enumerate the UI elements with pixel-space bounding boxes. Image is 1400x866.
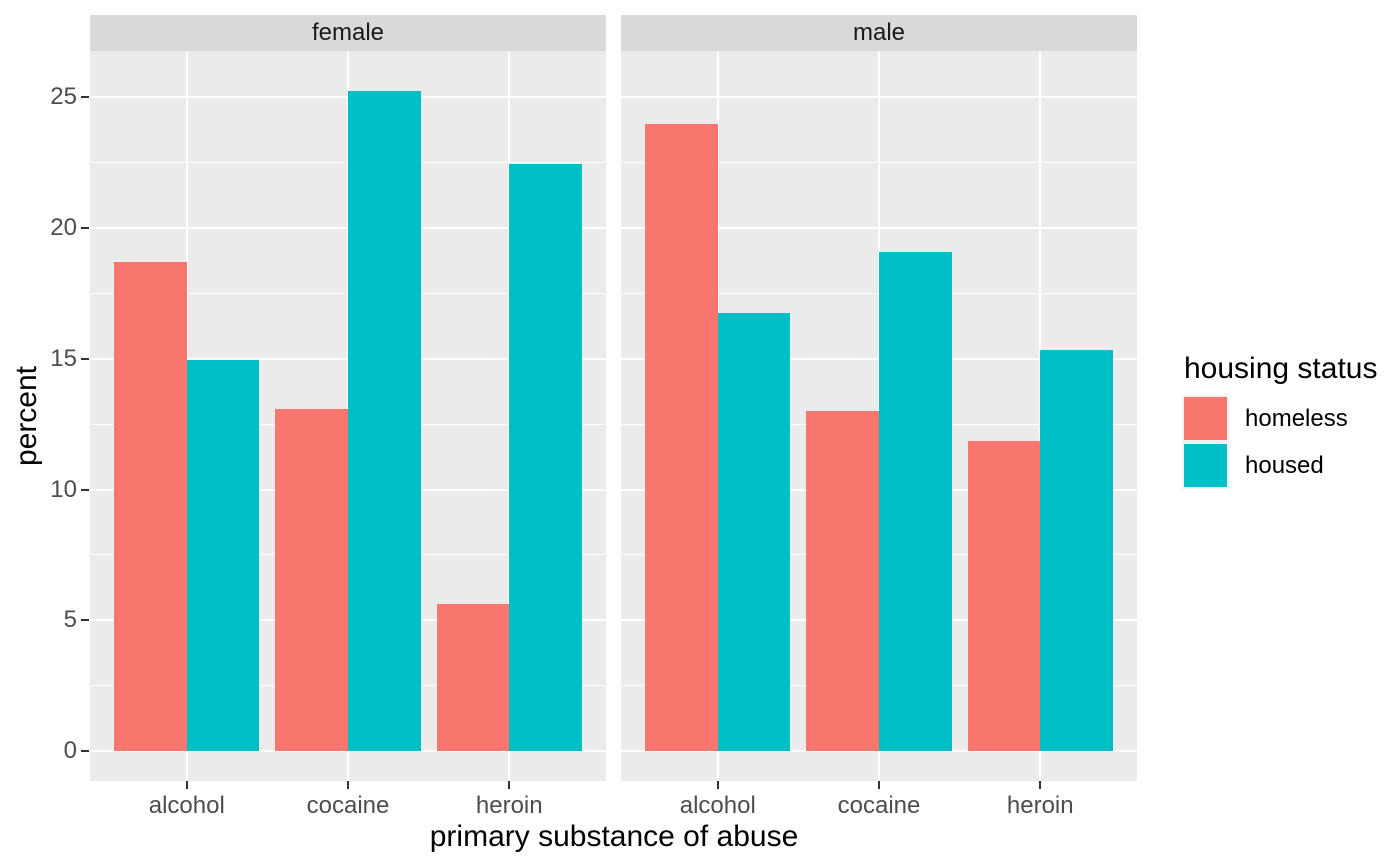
x-axis-title: primary substance of abuse: [429, 820, 799, 853]
legend-label: homeless: [1245, 404, 1348, 432]
bar-female-alcohol-homeless: [114, 262, 187, 751]
y-tick-label: 20: [50, 214, 77, 241]
bar-male-cocaine-homeless: [806, 410, 879, 751]
legend-item-homeless: homeless: [1184, 397, 1400, 440]
legend-label: housed: [1245, 451, 1324, 479]
y-tick-mark: [81, 357, 89, 360]
y-tick-mark: [81, 96, 89, 99]
bar-female-alcohol-housed: [186, 360, 260, 751]
legend: housing status homeless housed: [1184, 352, 1400, 491]
y-tick-mark: [81, 619, 89, 622]
y-axis-title: percent: [10, 365, 43, 467]
x-tick-mark: [716, 781, 719, 789]
legend-items: homeless housed: [1184, 397, 1400, 487]
facet-panel-male: [621, 51, 1137, 781]
bar-male-cocaine-housed: [879, 252, 952, 751]
legend-item-housed: housed: [1184, 444, 1400, 487]
legend-swatch-housed: [1184, 444, 1227, 487]
x-tick-label: cocaine: [306, 792, 390, 819]
facet-strip-male: male: [621, 15, 1137, 51]
y-tick-mark: [81, 227, 89, 229]
bar-female-heroin-homeless: [436, 604, 510, 751]
y-tick-label: 5: [63, 606, 77, 634]
bar-female-cocaine-homeless: [275, 408, 348, 751]
legend-title: housing status: [1184, 352, 1378, 385]
x-tick-mark: [185, 781, 188, 789]
bar-female-heroin-housed: [509, 164, 582, 751]
facet-panel-female: [90, 51, 606, 781]
x-tick-label: heroin: [1006, 792, 1074, 819]
bar-male-heroin-housed: [1040, 350, 1113, 751]
x-tick-mark: [1039, 781, 1042, 789]
x-tick-mark: [347, 781, 349, 789]
x-tick-mark: [878, 781, 880, 789]
y-tick-label: 15: [50, 344, 77, 372]
y-tick-label: 10: [50, 475, 77, 503]
y-tick-mark: [81, 488, 89, 491]
x-tick-label: alcohol: [148, 792, 225, 819]
x-tick-label: alcohol: [679, 792, 756, 819]
x-tick-label: heroin: [475, 792, 543, 819]
bar-male-alcohol-housed: [717, 312, 791, 751]
bar-female-cocaine-housed: [348, 91, 421, 751]
y-tick-label: 25: [50, 83, 77, 111]
x-tick-mark: [508, 781, 511, 789]
bar-male-alcohol-homeless: [645, 123, 718, 751]
legend-swatch-homeless: [1184, 397, 1227, 440]
bar-male-heroin-homeless: [967, 441, 1041, 751]
facet-strip-female: female: [90, 15, 606, 51]
y-tick-mark: [81, 750, 89, 752]
x-tick-label: cocaine: [837, 792, 921, 819]
y-tick-label: 0: [63, 737, 77, 764]
